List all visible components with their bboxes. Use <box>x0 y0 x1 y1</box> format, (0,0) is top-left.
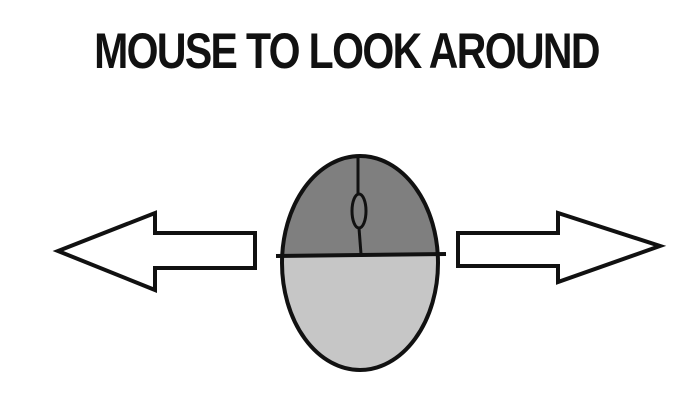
arrow-right-icon <box>456 210 667 285</box>
page-title: MOUSE TO LOOK AROUND <box>94 23 600 79</box>
mouse-icon <box>275 154 447 372</box>
arrow-left-icon <box>52 210 257 293</box>
